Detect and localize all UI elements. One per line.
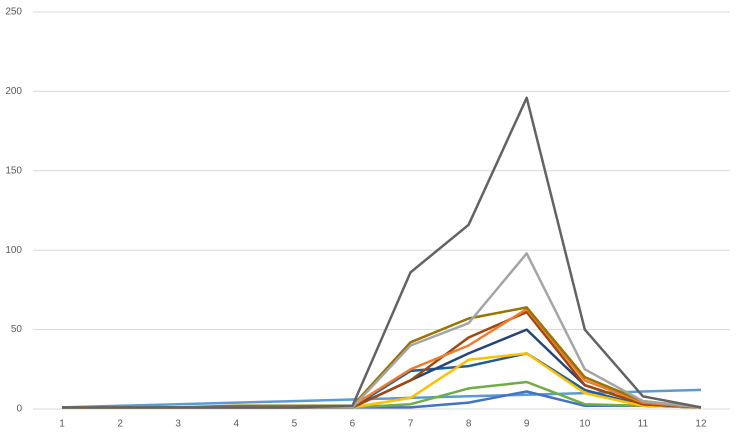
- x-tick-label: 3: [175, 419, 181, 430]
- x-tick-label: 7: [408, 419, 414, 430]
- x-tick-label: 9: [524, 419, 530, 430]
- x-tick-label: 12: [695, 419, 707, 430]
- x-tick-label: 6: [350, 419, 356, 430]
- x-tick-label: 2: [117, 419, 123, 430]
- x-tick-label: 10: [579, 419, 591, 430]
- y-tick-label: 100: [5, 245, 22, 256]
- y-tick-label: 50: [11, 324, 23, 335]
- y-tick-label: 200: [5, 86, 22, 97]
- x-tick-label: 1: [59, 419, 65, 430]
- x-tick-label: 4: [234, 419, 240, 430]
- x-tick-label: 5: [292, 419, 298, 430]
- y-tick-label: 0: [16, 404, 22, 415]
- x-tick-label: 11: [638, 419, 649, 430]
- x-tick-label: 8: [466, 419, 472, 430]
- series-line: [62, 310, 702, 409]
- y-tick-label: 150: [5, 165, 22, 176]
- y-tick-label: 250: [5, 7, 22, 18]
- series-line: [62, 96, 702, 409]
